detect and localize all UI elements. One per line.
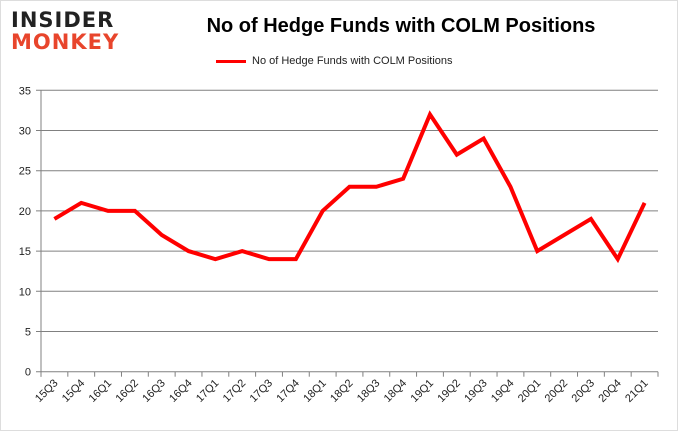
legend-label: No of Hedge Funds with COLM Positions — [252, 55, 453, 67]
insider-monkey-logo: INSIDER MONKEY — [11, 9, 119, 53]
x-tick-label: 16Q3 — [140, 377, 168, 405]
x-tick-label: 17Q1 — [194, 377, 222, 405]
logo-line-2: MONKEY — [11, 30, 120, 54]
x-tick-label: 17Q2 — [221, 377, 249, 405]
x-tick-label: 20Q1 — [516, 377, 544, 405]
y-tick-label: 0 — [25, 367, 31, 379]
x-tick-label: 18Q2 — [328, 377, 356, 405]
x-tick-label: 17Q3 — [248, 377, 276, 405]
x-tick-label: 18Q1 — [301, 377, 329, 405]
x-tick-label: 20Q4 — [596, 377, 624, 405]
legend: No of Hedge Funds with COLM Positions — [216, 55, 453, 67]
x-tick-label: 19Q1 — [409, 377, 437, 405]
y-tick-label: 35 — [19, 85, 31, 97]
x-tick-label: 15Q3 — [33, 377, 61, 405]
logo-line-1: INSIDER — [11, 8, 115, 32]
x-tick-label: 19Q4 — [489, 377, 517, 405]
x-tick-label: 18Q3 — [355, 377, 383, 405]
x-tick-label: 21Q1 — [623, 377, 651, 405]
x-tick-label: 17Q4 — [274, 377, 302, 405]
y-tick-label: 30 — [19, 126, 31, 138]
x-tick-label: 16Q1 — [87, 377, 115, 405]
chart-title: No of Hedge Funds with COLM Positions — [206, 15, 596, 37]
x-tick-label: 16Q2 — [113, 377, 141, 405]
y-tick-label: 25 — [19, 166, 31, 178]
x-tick-label: 19Q2 — [435, 377, 463, 405]
y-tick-label: 20 — [19, 206, 31, 218]
y-tick-label: 10 — [19, 286, 31, 298]
x-tick-label: 15Q4 — [60, 377, 88, 405]
legend-swatch — [216, 59, 246, 63]
y-tick-label: 15 — [19, 246, 31, 258]
x-tick-label: 18Q4 — [382, 377, 410, 405]
x-tick-label: 20Q2 — [543, 377, 571, 405]
x-tick-label: 20Q3 — [570, 377, 598, 405]
x-tick-label: 16Q4 — [167, 377, 195, 405]
y-tick-label: 5 — [25, 327, 31, 339]
x-tick-label: 19Q3 — [462, 377, 490, 405]
